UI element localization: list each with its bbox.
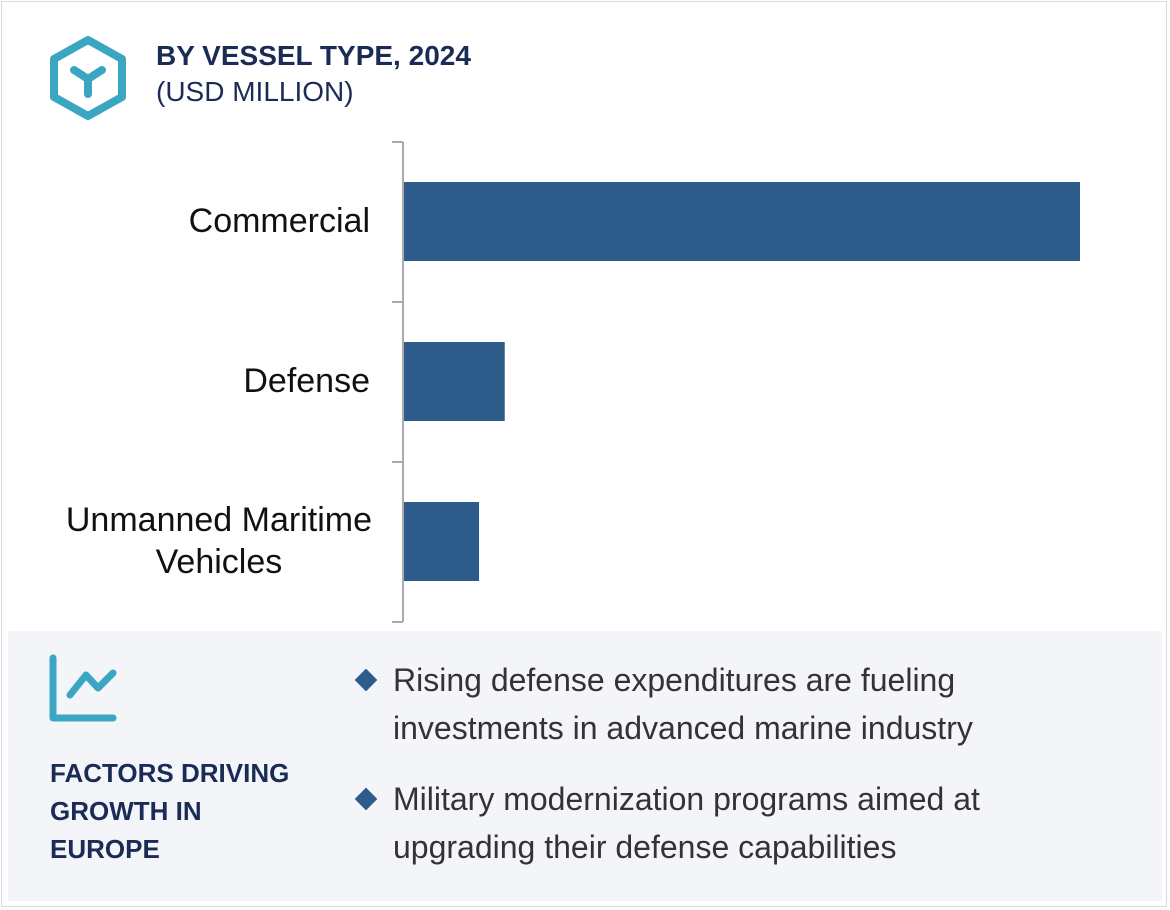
diamond-bullet-icon [354,787,378,811]
line-chart-icon [49,654,117,722]
category-label-unmanned: Unmanned Maritime Vehicles [66,499,372,583]
category-label-line: Commercial [188,202,370,240]
bar-unmanned-maritime-vehicles [404,502,480,581]
chart-subtitle: (USD MILLION) [156,76,354,107]
bar-chart [392,141,1080,623]
bar-commercial [404,182,1080,261]
factor-text-line: upgrading their defense capabilities [393,829,897,865]
factor-text-line: Rising defense expenditures are fueling [393,662,956,698]
category-label-line: Unmanned Maritime [65,501,372,539]
factor-bullet: Military modernization programs aimed at… [354,775,980,871]
category-label-commercial: Commercial [189,200,370,242]
diamond-bullet-icon [354,668,378,692]
hexagon-cube-icon [50,36,126,120]
chart-title: BY VESSEL TYPE, 2024 [156,40,471,71]
factors-heading: FACTORS DRIVING GROWTH IN EUROPE [50,754,289,868]
factors-panel [8,631,1162,901]
category-label-line: Vehicles [155,543,283,581]
factors-heading-line: FACTORS DRIVING [50,758,290,788]
factors-heading-line: GROWTH IN [50,796,202,826]
factor-bullet: Rising defense expenditures are fueling … [354,656,973,752]
factor-text-line: investments in advanced marine industry [393,710,973,746]
factor-text-line: Military modernization programs aimed at [393,781,980,817]
category-label-defense: Defense [243,360,370,402]
bar-defense [404,342,505,421]
category-label-line: Defense [243,362,370,400]
factors-heading-line: EUROPE [50,834,160,864]
